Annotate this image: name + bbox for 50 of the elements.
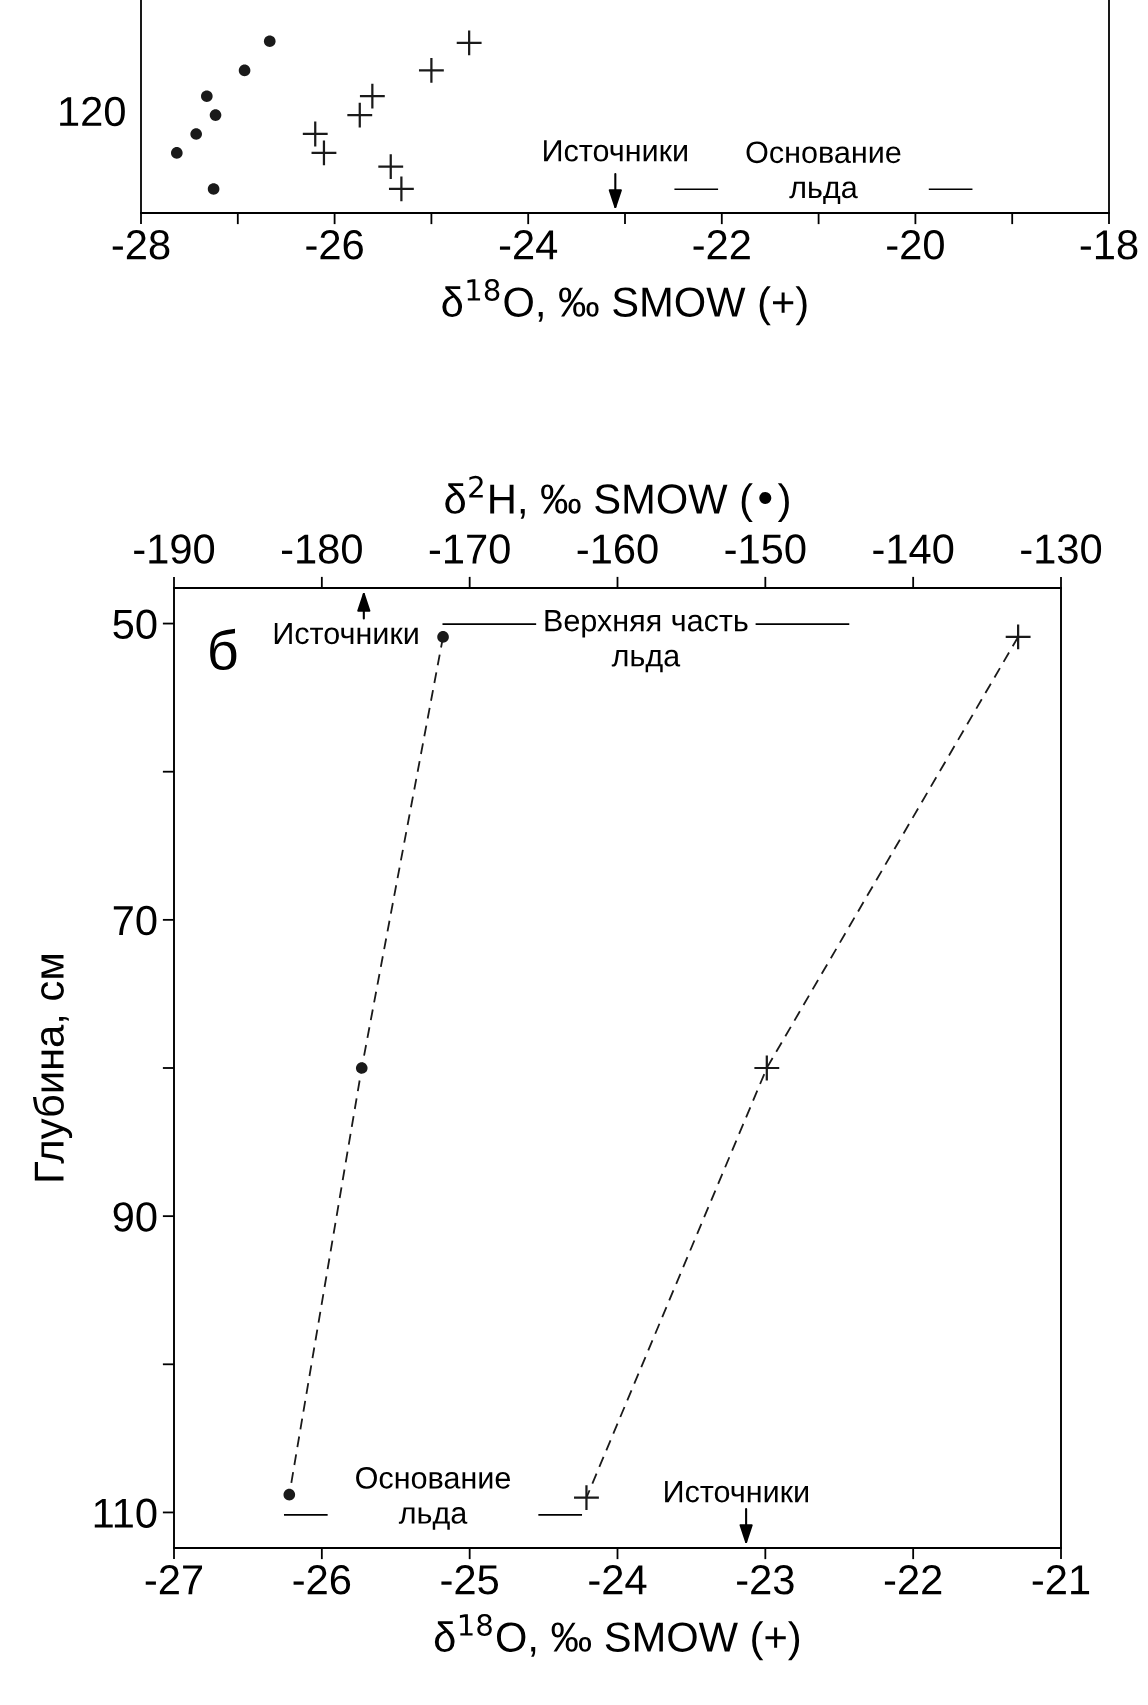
point	[207, 183, 220, 195]
point	[263, 35, 276, 48]
x-tick-label: -28	[112, 230, 170, 260]
point	[388, 176, 414, 202]
point	[574, 1485, 599, 1511]
point	[347, 102, 373, 128]
y-axis-title: Глубина, см	[32, 954, 73, 1181]
x-tick-label: -27	[145, 1565, 203, 1595]
x-axis-title: δ$^{18}$O, ‰ SMOW (+)	[434, 1613, 800, 1661]
x-tick-label: -23	[737, 1565, 794, 1595]
x-tick-label: -22	[884, 1565, 942, 1595]
x2-axis-title: δ$^{2}$H, ‰ SMOW (•)	[445, 475, 789, 523]
x2-tick-label: -190	[134, 534, 215, 564]
point	[418, 58, 444, 83]
x-tick-label: -18	[1080, 230, 1138, 260]
x-tick-label: -22	[693, 230, 750, 260]
y-tick-label: 90	[113, 1202, 157, 1232]
x2-tick-label: -160	[577, 534, 658, 564]
text: 120	[60, 96, 125, 127]
point	[238, 64, 251, 77]
annotation: Источники	[544, 140, 687, 162]
y-tick-label: 50	[113, 609, 157, 640]
x2-tick-label: -180	[281, 534, 362, 564]
x2-tick-label: -130	[1021, 534, 1102, 564]
point	[359, 83, 385, 109]
x2-tick-label: -170	[429, 534, 510, 564]
annotation: Основание льда	[746, 141, 901, 205]
point	[209, 109, 222, 121]
x-tick-label: -25	[441, 1565, 499, 1595]
point	[378, 154, 404, 180]
annotation: б	[210, 628, 237, 671]
x-axis-title: δ$^{18}$O, ‰ SMOW (+)	[442, 278, 807, 326]
point	[190, 128, 202, 140]
x-tick-label: -24	[589, 1565, 647, 1595]
x-tick-label: -26	[306, 230, 363, 260]
annotation: Верхняя часть льда	[545, 610, 748, 673]
annotation: Источники	[274, 622, 418, 645]
x-tick-label: -20	[887, 230, 944, 260]
y-tick-label: 70	[113, 905, 157, 936]
x-tick-label: -24	[499, 230, 558, 260]
x-tick-label: -21	[1032, 1565, 1090, 1595]
annotation: Основание льда	[356, 1467, 511, 1530]
y-tick-label: 110	[94, 1498, 157, 1528]
point	[1005, 624, 1031, 650]
point	[171, 147, 183, 159]
point	[201, 90, 213, 102]
x-tick-label: -26	[293, 1565, 351, 1595]
annotation: Источники	[665, 1481, 808, 1503]
x2-tick-label: -150	[725, 534, 806, 564]
x2-tick-label: -140	[873, 534, 954, 564]
